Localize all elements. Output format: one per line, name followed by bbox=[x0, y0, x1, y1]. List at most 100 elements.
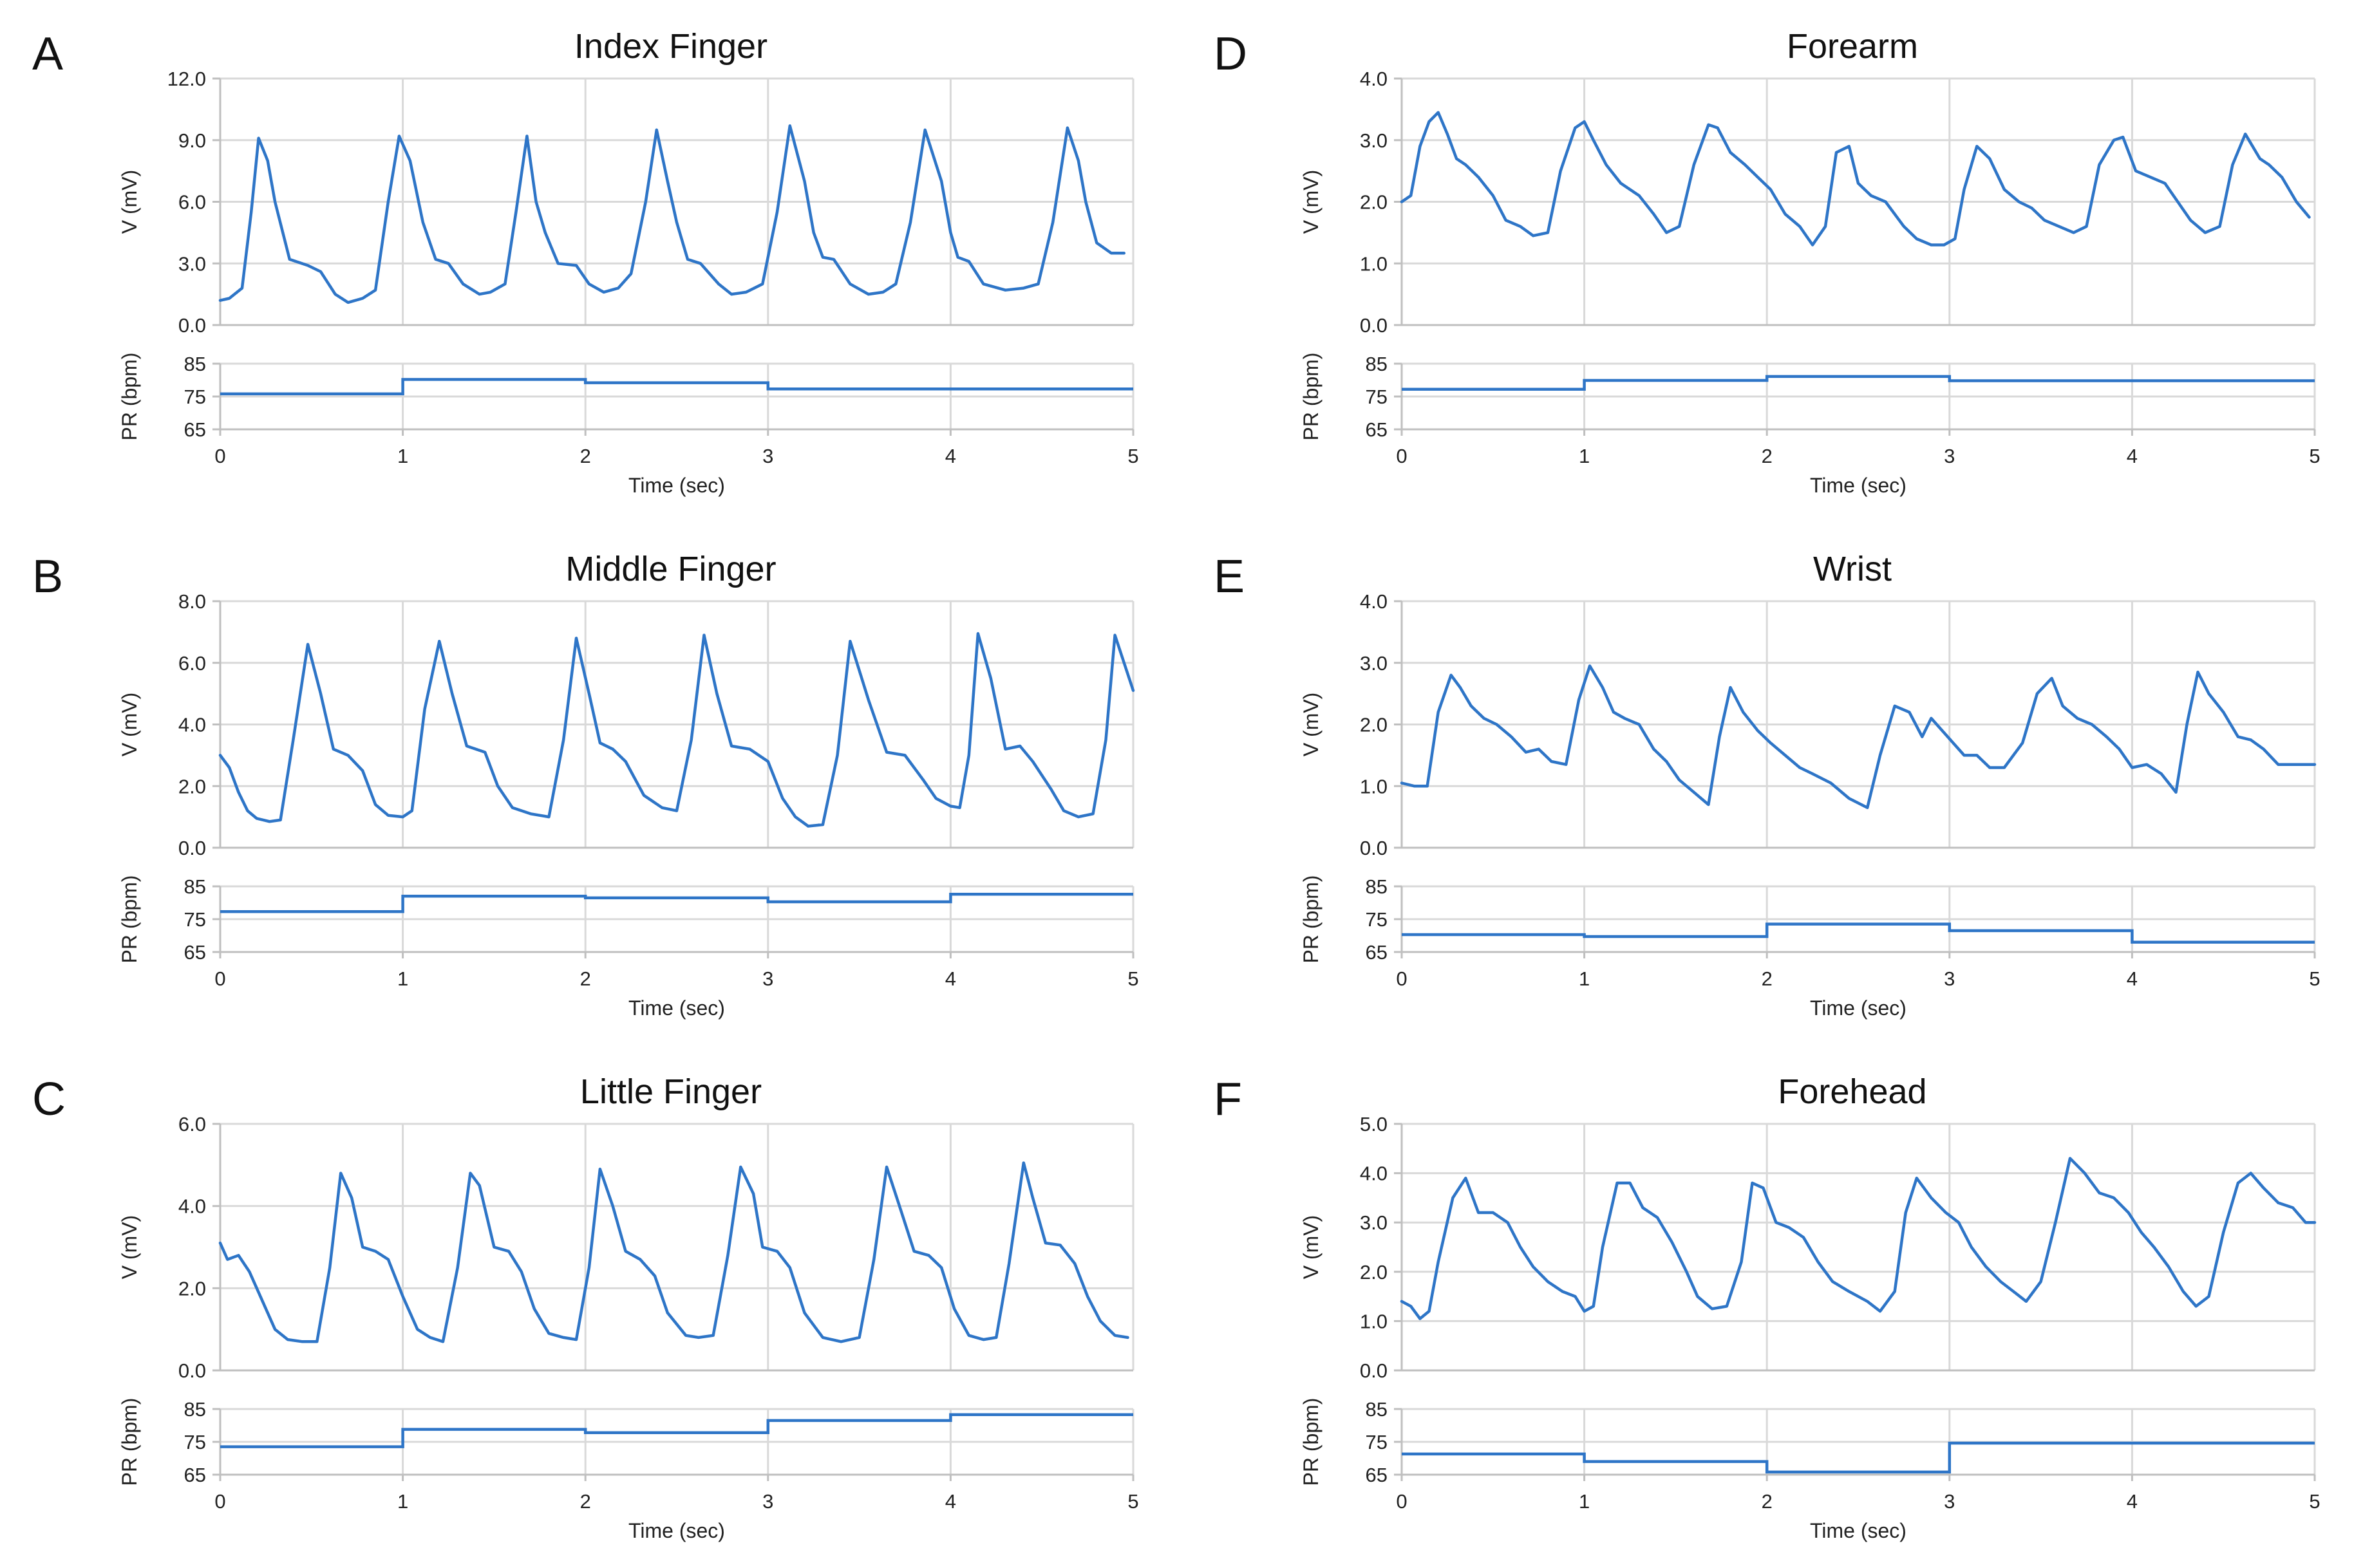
voltage-tick-label: 0.0 bbox=[1360, 1359, 1388, 1382]
pr-tick-label: 65 bbox=[1366, 418, 1388, 441]
panel-title: Index Finger bbox=[574, 27, 767, 66]
pr-tick-label: 65 bbox=[184, 941, 206, 964]
pr-y-axis-label: PR (bpm) bbox=[118, 353, 141, 441]
x-tick-label: 3 bbox=[762, 1490, 773, 1513]
voltage-tick-label: 6.0 bbox=[178, 191, 206, 214]
x-tick-label: 2 bbox=[1762, 445, 1773, 467]
panel-d: D Forearm 0.0 1.0 2.0 3.0 4.0 V (mV) 65 75 85 PR … bbox=[1182, 0, 2363, 523]
x-tick-label: 0 bbox=[1396, 445, 1407, 467]
voltage-series-line bbox=[218, 632, 1135, 828]
voltage-tick-label: 4.0 bbox=[178, 1195, 206, 1218]
panel-letter: E bbox=[1214, 551, 1245, 602]
voltage-tick-label: 1.0 bbox=[1360, 252, 1388, 275]
x-tick-label: 5 bbox=[1127, 967, 1138, 990]
x-tick-label: 3 bbox=[1944, 445, 1955, 467]
voltage-series-line bbox=[218, 1161, 1129, 1343]
plot-area: 0.0 1.0 2.0 3.0 4.0 5.0 V (mV) 65 75 85 PR (bpm) 0 1… bbox=[1299, 1113, 2321, 1542]
plot-area: 0.0 2.0 4.0 6.0 8.0 V (mV) 65 75 85 PR (bpm) 0 1 2 3 4… bbox=[118, 590, 1139, 1020]
pr-series-step-line bbox=[1402, 375, 2315, 391]
x-tick-label: 2 bbox=[580, 445, 591, 467]
voltage-tick-label: 9.0 bbox=[178, 129, 206, 152]
pr-tick-label: 75 bbox=[1366, 908, 1388, 931]
pr-tick-label: 85 bbox=[184, 875, 206, 898]
x-tick-label: 4 bbox=[945, 1490, 956, 1513]
x-tick-label: 1 bbox=[397, 967, 408, 990]
plot-area: 0.0 1.0 2.0 3.0 4.0 V (mV) 65 75 85 PR (bpm) 0 1 2 3 4… bbox=[1299, 68, 2321, 497]
voltage-tick-label: 3.0 bbox=[1360, 652, 1388, 675]
x-tick-label: 0 bbox=[1396, 1490, 1407, 1513]
x-tick-label: 3 bbox=[762, 445, 773, 467]
pr-tick-label: 85 bbox=[184, 353, 206, 375]
pr-y-axis-label: PR (bpm) bbox=[1299, 1398, 1323, 1486]
voltage-tick-label: 4.0 bbox=[1360, 1162, 1388, 1185]
pr-series-step-line bbox=[220, 892, 1133, 913]
voltage-tick-label: 1.0 bbox=[1360, 1310, 1388, 1332]
pr-series-step-line bbox=[1402, 1441, 2315, 1474]
chart-panel-d: D Forearm 0.0 1.0 2.0 3.0 4.0 V (mV) 65 75 85 PR … bbox=[1214, 27, 2321, 497]
x-tick-label: 5 bbox=[1127, 1490, 1138, 1513]
panel-title: Forehead bbox=[1778, 1072, 1926, 1111]
x-axis-label: Time (sec) bbox=[1810, 1519, 1906, 1542]
panel-letter: D bbox=[1214, 28, 1247, 80]
pr-tick-label: 65 bbox=[1366, 1464, 1388, 1486]
chart-panel-a: A Index Finger 0.0 3.0 6.0 9.0 12.0 V (mV) 65 7… bbox=[32, 27, 1139, 497]
voltage-y-axis-label: V (mV) bbox=[1299, 1215, 1323, 1280]
panel-e: E Wrist 0.0 1.0 2.0 3.0 4.0 V (mV) 65 75 85 PR (b… bbox=[1182, 523, 2363, 1045]
voltage-tick-label: 8.0 bbox=[178, 590, 206, 613]
x-tick-label: 1 bbox=[397, 445, 408, 467]
panel-letter: F bbox=[1214, 1074, 1242, 1125]
voltage-tick-label: 2.0 bbox=[178, 1277, 206, 1300]
x-tick-label: 1 bbox=[1579, 1490, 1590, 1513]
pr-y-axis-label: PR (bpm) bbox=[1299, 353, 1323, 441]
voltage-y-axis-label: V (mV) bbox=[1299, 170, 1323, 234]
panel-title: Forearm bbox=[1787, 27, 1918, 66]
x-axis-label: Time (sec) bbox=[1810, 474, 1906, 497]
x-tick-label: 0 bbox=[214, 967, 225, 990]
pr-series-step-line bbox=[220, 378, 1133, 396]
voltage-tick-label: 3.0 bbox=[1360, 129, 1388, 152]
x-axis-label: Time (sec) bbox=[628, 1519, 725, 1542]
x-tick-label: 3 bbox=[762, 967, 773, 990]
x-axis-label: Time (sec) bbox=[628, 996, 725, 1020]
voltage-y-axis-label: V (mV) bbox=[118, 170, 141, 234]
pr-tick-label: 75 bbox=[184, 1431, 206, 1453]
voltage-y-axis-label: V (mV) bbox=[1299, 693, 1323, 757]
voltage-tick-label: 4.0 bbox=[178, 714, 206, 736]
pr-tick-label: 75 bbox=[184, 386, 206, 408]
x-axis-label: Time (sec) bbox=[628, 474, 725, 497]
panel-a: A Index Finger 0.0 3.0 6.0 9.0 12.0 V (mV) 65 7… bbox=[0, 0, 1182, 523]
x-tick-label: 4 bbox=[945, 445, 956, 467]
voltage-tick-label: 2.0 bbox=[1360, 714, 1388, 736]
voltage-tick-label: 6.0 bbox=[178, 652, 206, 675]
x-tick-label: 2 bbox=[1762, 967, 1773, 990]
pr-tick-label: 65 bbox=[184, 418, 206, 441]
pr-tick-label: 65 bbox=[184, 1464, 206, 1486]
pr-tick-label: 75 bbox=[1366, 386, 1388, 408]
x-tick-label: 4 bbox=[2127, 1490, 2138, 1513]
panel-title: Wrist bbox=[1813, 550, 1892, 588]
pr-tick-label: 85 bbox=[1366, 353, 1388, 375]
voltage-tick-label: 2.0 bbox=[178, 775, 206, 798]
x-axis-label: Time (sec) bbox=[1810, 996, 1906, 1020]
x-tick-label: 0 bbox=[214, 1490, 225, 1513]
x-tick-label: 4 bbox=[2127, 445, 2138, 467]
voltage-tick-label: 4.0 bbox=[1360, 590, 1388, 613]
pr-tick-label: 75 bbox=[1366, 1431, 1388, 1453]
chart-panel-c: C Little Finger 0.0 2.0 4.0 6.0 V (mV) 65 75 85… bbox=[32, 1072, 1139, 1542]
x-tick-label: 4 bbox=[2127, 967, 2138, 990]
x-tick-label: 4 bbox=[945, 967, 956, 990]
x-tick-label: 5 bbox=[2309, 1490, 2320, 1513]
pr-tick-label: 65 bbox=[1366, 941, 1388, 964]
panel-c: C Little Finger 0.0 2.0 4.0 6.0 V (mV) 65 75 85… bbox=[0, 1045, 1182, 1568]
panel-b: B Middle Finger 0.0 2.0 4.0 6.0 8.0 V (mV) 65 7… bbox=[0, 523, 1182, 1045]
pr-series-step-line bbox=[1402, 922, 2315, 944]
x-tick-label: 2 bbox=[580, 1490, 591, 1513]
x-tick-label: 5 bbox=[2309, 445, 2320, 467]
pr-y-axis-label: PR (bpm) bbox=[118, 875, 141, 964]
chart-panel-b: B Middle Finger 0.0 2.0 4.0 6.0 8.0 V (mV) 65 7… bbox=[32, 550, 1139, 1020]
x-tick-label: 0 bbox=[214, 445, 225, 467]
panel-letter: B bbox=[32, 551, 63, 602]
x-tick-label: 3 bbox=[1944, 967, 1955, 990]
chart-panel-f: F Forehead 0.0 1.0 2.0 3.0 4.0 5.0 V (mV) 65 75 8… bbox=[1214, 1072, 2321, 1542]
voltage-y-axis-label: V (mV) bbox=[118, 1215, 141, 1280]
